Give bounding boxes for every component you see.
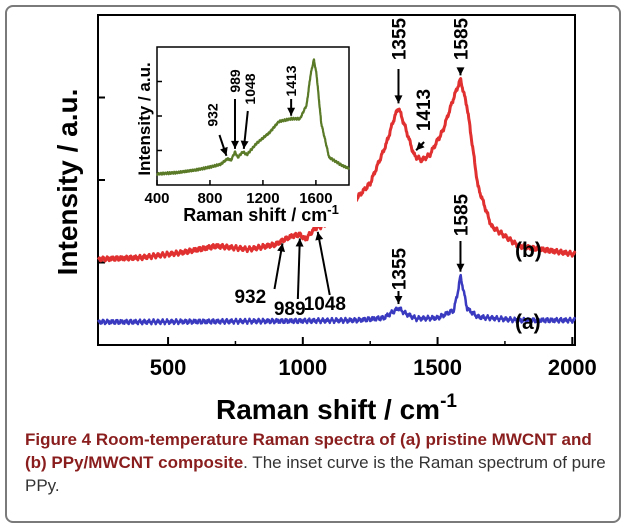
main-axes: 500 1000 1500 2000 [97, 14, 597, 380]
inset-arrow-1048 [240, 110, 249, 149]
arrow-b-932-head [277, 243, 286, 252]
arrow-a-1355-head [394, 296, 403, 305]
inset-arrow-932 [218, 134, 228, 157]
peak-label-a-1355: 1355 [389, 247, 410, 290]
x-axis-title-superscript: -1 [440, 391, 457, 412]
inset-peak-label-989: 989 [227, 69, 243, 93]
arrow-b-932 [273, 243, 286, 290]
peak-label-a-1585: 1585 [451, 193, 472, 236]
x-axis-title: Raman shift / cm-1 [216, 391, 457, 425]
arrow-a-1355 [394, 291, 403, 305]
caption-rest: . The inset curve is the Raman spectrum … [25, 453, 606, 495]
inset-x-tick-label-800: 800 [197, 190, 222, 207]
inset-arrow-989 [230, 99, 239, 149]
inset-arrow-989-head [230, 140, 239, 149]
arrow-a-1585-head [456, 263, 465, 272]
arrow-b-1048 [315, 231, 331, 296]
inset-x-axis-title-main: Raman shift / cm [183, 205, 327, 225]
inset-peak-label-932: 932 [204, 103, 220, 127]
inset-arrow-1048-head [240, 140, 249, 149]
inset-peak-label-1413: 1413 [283, 65, 299, 96]
inset-x-tick-label-400: 400 [144, 190, 169, 207]
inset-x-axis-title-superscript: -1 [327, 202, 339, 217]
peak-label-b-932: 932 [234, 287, 266, 308]
raman-chart: 500 1000 1500 2000 135514131585932989104813… [52, 14, 597, 425]
inset-arrow-932-head [220, 146, 228, 156]
arrow-b-1048-head [315, 231, 324, 241]
series-label-a: (a) [515, 311, 541, 334]
arrow-b-989 [295, 238, 304, 300]
x-axis-title-main: Raman shift / cm [216, 394, 440, 425]
figure-frame: 500 1000 1500 2000 1355 1413 1585 932 989 1048 13… [5, 5, 621, 523]
arrow-b-1585-head [456, 67, 465, 76]
caption-title: Room-temperature Raman spectra of (a) pr… [25, 430, 592, 472]
figure-caption: Figure 4 Room-temperature Raman spectra … [25, 428, 615, 497]
caption-label: Figure 4 [25, 430, 92, 449]
peak-label-b-1413: 1413 [414, 89, 435, 131]
arrow-b-1585 [456, 67, 465, 76]
peak-label-b-1585: 1585 [451, 17, 472, 60]
series-label-b: (b) [515, 239, 542, 262]
y-axis-title: Intensity / a.u. [52, 89, 83, 276]
inset-peak-label-1048: 1048 [242, 73, 258, 104]
inset-arrow-1413 [287, 99, 296, 116]
inset-x-tick-label-1600: 1600 [299, 190, 332, 207]
arrow-b-1048-shaft [316, 231, 331, 296]
inset-y-axis-title: Intensity / a.u. [135, 62, 154, 175]
x-tick-label-1500: 1500 [413, 355, 462, 380]
arrow-a-1585 [456, 241, 465, 272]
peak-label-b-989: 989 [274, 299, 306, 320]
inset-x-tick-label-1200: 1200 [246, 190, 279, 207]
arrow-b-1355 [394, 69, 403, 104]
x-tick-label-1000: 1000 [278, 355, 327, 380]
arrow-b-1413 [415, 141, 425, 151]
arrow-b-1413-head [416, 141, 425, 151]
x-tick-label-500: 500 [150, 355, 187, 380]
x-tick-label-2000: 2000 [548, 355, 597, 380]
peak-label-b-1048: 1048 [304, 294, 346, 315]
arrow-b-989-shaft [296, 238, 301, 300]
inset-x-axis-title: Raman shift / cm-1 [183, 202, 339, 225]
peak-label-b-1355: 1355 [389, 17, 410, 60]
inset-series-line [156, 58, 350, 176]
arrow-b-1355-head [394, 95, 403, 104]
arrow-b-989-head [295, 238, 304, 247]
series-line-a [97, 273, 577, 326]
inset-arrow-1413-head [287, 107, 296, 116]
